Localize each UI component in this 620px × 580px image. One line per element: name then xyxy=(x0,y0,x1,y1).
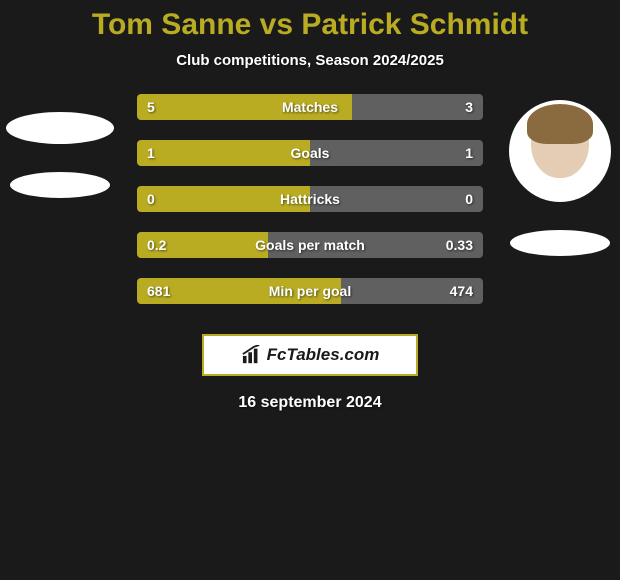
infographic-root: Tom Sanne vs Patrick Schmidt Club compet… xyxy=(0,0,620,580)
comparison-area: 5 3 Matches 1 1 Goals 0 0 Hattricks 0.2 0.33 Goals … xyxy=(0,94,620,304)
stat-label: Goals per match xyxy=(255,237,365,253)
stat-value-right: 0.33 xyxy=(446,237,473,253)
stat-value-right: 3 xyxy=(465,99,473,115)
date-text: 16 september 2024 xyxy=(0,394,620,412)
stat-value-left: 0 xyxy=(147,191,155,207)
stat-value-left: 5 xyxy=(147,99,155,115)
player-left-avatar xyxy=(6,112,114,144)
stat-bar-left xyxy=(137,140,310,166)
stat-value-left: 0.2 xyxy=(147,237,166,253)
player-left-badge xyxy=(10,172,110,198)
subtitle: Club competitions, Season 2024/2025 xyxy=(0,52,620,69)
player-right-avatar xyxy=(509,100,611,202)
stat-label: Matches xyxy=(282,99,338,115)
stat-value-right: 1 xyxy=(465,145,473,161)
stat-value-right: 0 xyxy=(465,191,473,207)
stat-label: Goals xyxy=(291,145,330,161)
player-right-column xyxy=(500,94,620,256)
stat-row: 0 0 Hattricks xyxy=(137,186,483,212)
stat-row: 681 474 Min per goal xyxy=(137,278,483,304)
stat-value-right: 474 xyxy=(450,283,473,299)
logo-box: FcTables.com xyxy=(202,334,418,376)
stat-row: 5 3 Matches xyxy=(137,94,483,120)
stat-row: 0.2 0.33 Goals per match xyxy=(137,232,483,258)
stat-bar-right xyxy=(352,94,483,120)
player-right-badge xyxy=(510,230,610,256)
stat-bar-right xyxy=(310,140,483,166)
player-left-column xyxy=(0,94,120,198)
page-title: Tom Sanne vs Patrick Schmidt xyxy=(0,0,620,42)
stat-value-left: 681 xyxy=(147,283,170,299)
stat-row: 1 1 Goals xyxy=(137,140,483,166)
stat-bars: 5 3 Matches 1 1 Goals 0 0 Hattricks 0.2 0.33 Goals … xyxy=(137,94,483,304)
stat-value-left: 1 xyxy=(147,145,155,161)
stat-label: Hattricks xyxy=(280,191,340,207)
stat-label: Min per goal xyxy=(269,283,351,299)
logo-text: FcTables.com xyxy=(267,345,380,365)
chart-icon xyxy=(241,345,263,365)
